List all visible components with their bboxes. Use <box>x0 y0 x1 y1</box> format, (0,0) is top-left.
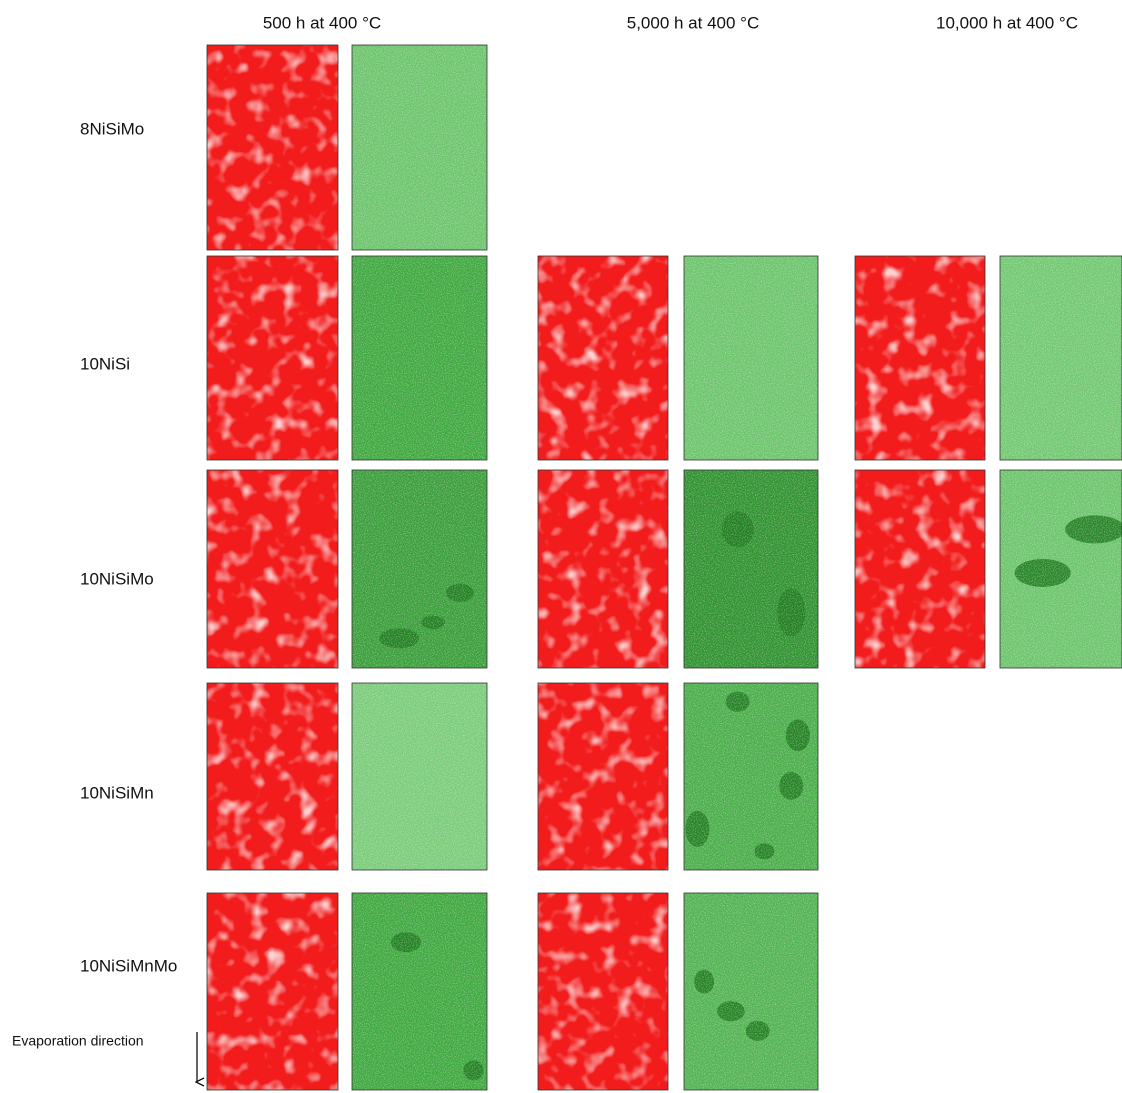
row-label: 10NiSi <box>80 354 130 373</box>
red-texture <box>538 893 668 1090</box>
green-texture <box>352 893 487 1090</box>
box-outline <box>351 255 488 461</box>
box-outline <box>351 892 488 1091</box>
column-header: 5,000 h at 400 °C <box>627 13 760 32</box>
maps <box>206 44 1122 1091</box>
column-header: 500 h at 400 °C <box>263 13 381 32</box>
box-outline <box>683 892 819 1091</box>
row-label: 10NiSiMn <box>80 783 154 802</box>
red-texture <box>855 256 985 460</box>
box-outline <box>206 255 339 461</box>
box-outline <box>683 469 819 669</box>
box-outline <box>206 44 339 251</box>
column-header: 10,000 h at 400 °C <box>936 13 1078 32</box>
green-texture <box>1000 470 1122 668</box>
box-outline <box>206 469 339 669</box>
annotation: Evaporation direction <box>12 1033 144 1049</box>
green-texture <box>684 893 818 1090</box>
green-texture <box>684 470 818 668</box>
row-label: 10NiSiMo <box>80 569 154 588</box>
box-outline <box>854 469 986 669</box>
red-texture <box>207 893 338 1090</box>
box-outline <box>683 682 819 871</box>
red-texture <box>855 470 985 668</box>
box-outline <box>206 682 339 871</box>
red-texture <box>207 256 338 460</box>
green-texture <box>684 256 818 460</box>
green-texture <box>352 256 487 460</box>
box-outline <box>854 255 986 461</box>
box-outline <box>683 255 819 461</box>
box-outline <box>537 469 669 669</box>
box-outline <box>351 682 488 871</box>
box-outline <box>537 682 669 871</box>
box-outline <box>537 255 669 461</box>
box-outline <box>999 469 1122 669</box>
red-texture <box>538 470 668 668</box>
box-outline <box>206 892 339 1091</box>
red-texture <box>207 470 338 668</box>
green-texture <box>352 470 487 668</box>
box-outline <box>351 44 488 251</box>
green-texture <box>684 683 818 870</box>
box-outline <box>999 255 1122 461</box>
row-label: 8NiSiMo <box>80 119 144 138</box>
red-texture <box>207 45 338 250</box>
red-texture <box>207 683 338 870</box>
box-outline <box>351 469 488 669</box>
green-texture <box>352 45 487 250</box>
box-outline <box>537 892 669 1091</box>
red-texture <box>538 256 668 460</box>
green-texture <box>1000 256 1122 460</box>
red-texture <box>538 683 668 870</box>
row-label: 10NiSiMnMo <box>80 956 177 975</box>
green-texture <box>352 683 487 870</box>
